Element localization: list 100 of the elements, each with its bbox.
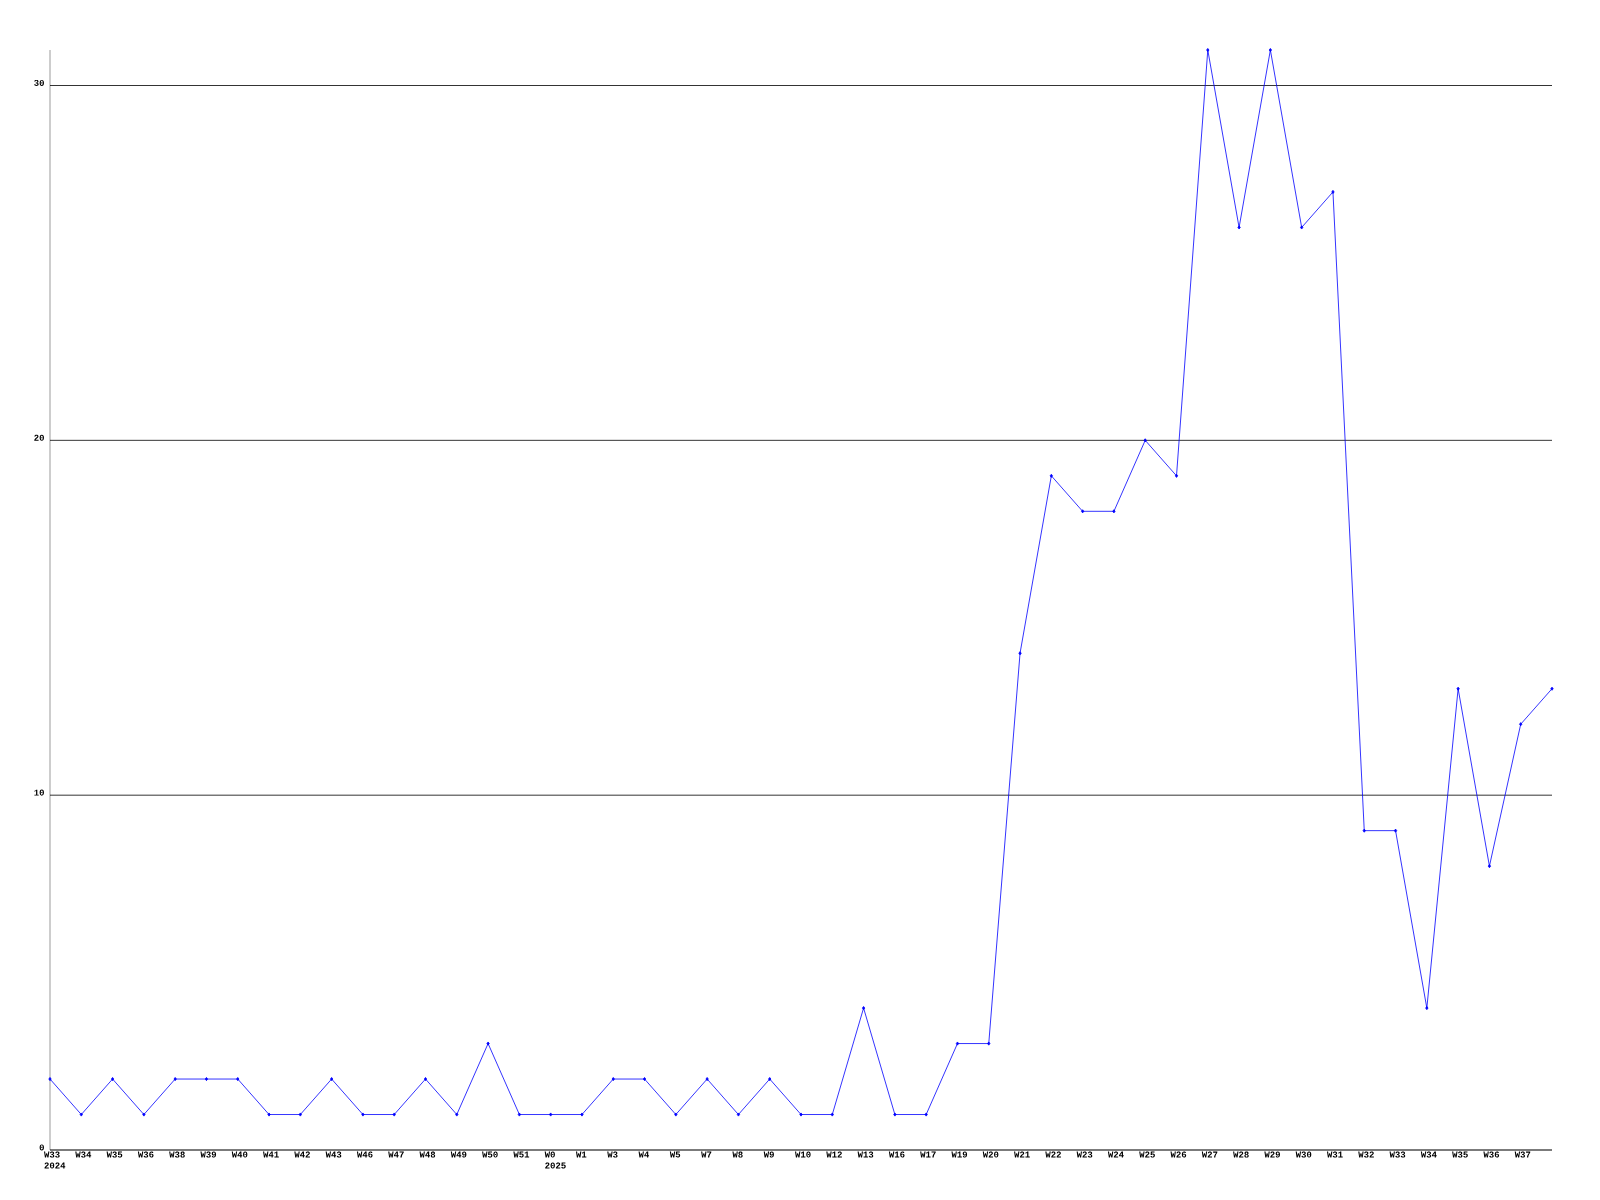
- point: [423, 1077, 428, 1082]
- x-tick-label: W26: [1170, 1151, 1187, 1158]
- point: [674, 1112, 678, 1117]
- point: [768, 1077, 772, 1082]
- x-tick-label: W4: [638, 1151, 650, 1158]
- x-tick-label: W29: [1264, 1151, 1280, 1158]
- point: [1049, 473, 1053, 478]
- x-tick-label: W22: [1045, 1151, 1061, 1158]
- x-tick-label: W27: [1201, 1151, 1218, 1158]
- point: [1018, 651, 1022, 656]
- point: [1300, 225, 1304, 230]
- point: [1331, 189, 1335, 194]
- point: [361, 1112, 365, 1117]
- x-tick-label: W34: [75, 1151, 92, 1158]
- point: [1081, 509, 1085, 514]
- x-tick-label: W3: [607, 1151, 618, 1158]
- point: [955, 1041, 960, 1046]
- x-tick-label: W25: [1139, 1151, 1155, 1158]
- point: [110, 1077, 115, 1082]
- y-tick-label: 20: [34, 434, 44, 441]
- x-tick-label: W38: [169, 1151, 185, 1158]
- point: [736, 1112, 741, 1117]
- point: [330, 1077, 334, 1082]
- x-tick-label: W39: [200, 1151, 217, 1158]
- x-tick-label: W37: [1514, 1151, 1531, 1158]
- point: [1237, 225, 1241, 230]
- point: [861, 1006, 866, 1011]
- x-tick-label: W13: [857, 1151, 874, 1158]
- x-tick-label: W43: [325, 1151, 342, 1158]
- y-tick-label: 0: [39, 1144, 44, 1151]
- point: [987, 1041, 991, 1046]
- x-tick-label: W34: [1420, 1151, 1437, 1158]
- x-tick-label: W21: [1014, 1151, 1030, 1158]
- point: [799, 1112, 803, 1117]
- point: [455, 1112, 459, 1117]
- point: [1206, 48, 1210, 53]
- point: [267, 1112, 271, 1117]
- x-tick-label: W28: [1233, 1151, 1249, 1158]
- x-tick-label: W40: [231, 1151, 248, 1158]
- y-tick-label: 10: [34, 789, 44, 796]
- point: [893, 1112, 897, 1117]
- x-tick-label: W16: [888, 1151, 905, 1158]
- x-tick-label: W47: [388, 1151, 404, 1158]
- x-tick-label: W33: [1389, 1151, 1406, 1158]
- x-tick-label: W23: [1076, 1151, 1093, 1158]
- x-tick-label: W50: [482, 1151, 498, 1158]
- point: [236, 1077, 240, 1082]
- y-tick-label: 30: [34, 79, 44, 86]
- point: [79, 1112, 83, 1117]
- x-tick-label: W42: [294, 1151, 310, 1158]
- point: [1550, 686, 1554, 691]
- x-tick-label: W30: [1295, 1151, 1312, 1158]
- point: [580, 1112, 584, 1117]
- x-tick-label: W17: [920, 1151, 936, 1158]
- x-tick-label: W41: [263, 1151, 279, 1158]
- x-tick-label: W48: [419, 1151, 436, 1158]
- x-tick-label: W20: [982, 1151, 999, 1158]
- x-tick-label: W5: [669, 1151, 681, 1158]
- x-tick-label: W31: [1326, 1151, 1343, 1158]
- x-tick-label: W35: [1452, 1151, 1468, 1158]
- x-tick-label: W36: [137, 1151, 154, 1158]
- x-tick-label: W9: [763, 1151, 774, 1158]
- point: [642, 1077, 647, 1082]
- point: [1174, 473, 1179, 478]
- x-tick-label: W36: [1483, 1151, 1500, 1158]
- point: [486, 1041, 490, 1046]
- point: [1393, 828, 1398, 833]
- x-tick-label: W32: [1358, 1151, 1374, 1158]
- point: [924, 1112, 928, 1117]
- x-tick-label: W8: [732, 1151, 743, 1158]
- point: [1487, 864, 1492, 869]
- x-tick-label: W12: [826, 1151, 842, 1158]
- point: [1268, 48, 1272, 53]
- x-tick-label: W35: [106, 1151, 123, 1158]
- point: [298, 1112, 302, 1117]
- point: [1456, 686, 1460, 691]
- x-tick-label: W7: [701, 1151, 712, 1158]
- x-tick-label: W51: [513, 1151, 530, 1158]
- point: [1112, 509, 1116, 514]
- point: [1519, 722, 1523, 727]
- point: [517, 1112, 521, 1117]
- x-tick-label: W19: [951, 1151, 968, 1158]
- point: [1362, 828, 1366, 833]
- x-tick-label: W0 2025: [544, 1151, 566, 1169]
- point: [142, 1112, 146, 1117]
- point: [1425, 1006, 1429, 1011]
- x-tick-label: W1: [575, 1151, 587, 1158]
- x-tick-label: W24: [1107, 1151, 1124, 1158]
- point: [549, 1112, 553, 1117]
- point: [204, 1077, 209, 1082]
- point: [705, 1077, 709, 1082]
- point: [173, 1077, 177, 1082]
- point: [611, 1077, 615, 1082]
- point: [48, 1077, 52, 1082]
- x-tick-label: W46: [356, 1151, 373, 1158]
- x-tick-label: W10: [795, 1151, 811, 1158]
- point: [1143, 438, 1147, 443]
- point: [392, 1112, 396, 1117]
- point: [830, 1112, 834, 1117]
- x-tick-label: W49: [450, 1151, 467, 1158]
